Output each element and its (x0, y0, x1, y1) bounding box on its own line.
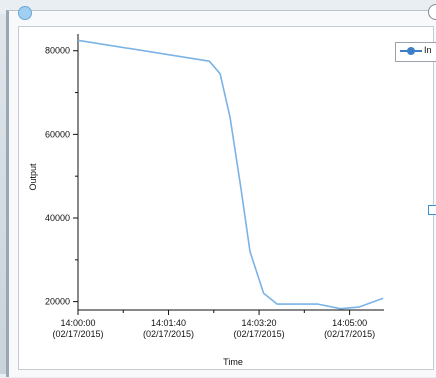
x-axis-title: Time (223, 357, 243, 367)
x-tick-label-date: (02/17/2015) (52, 329, 103, 339)
y-tick-label: 40000 (45, 213, 70, 223)
x-tick-label-date: (02/17/2015) (234, 329, 285, 339)
x-tick-label-time: 14:03:20 (242, 318, 277, 328)
chart-ticks: 2000040000600008000014:00:00(02/17/2015)… (45, 46, 375, 339)
legend: In (395, 42, 436, 62)
chart-axes (77, 34, 384, 311)
window-icon (18, 6, 32, 20)
x-tick-label-time: 14:05:00 (332, 318, 367, 328)
y-tick-label: 60000 (45, 129, 70, 139)
y-axis-title: Output (28, 163, 38, 191)
y-tick-label: 80000 (45, 46, 70, 56)
resize-handle[interactable] (428, 205, 436, 215)
legend-marker-icon (400, 47, 422, 55)
x-tick-label-date: (02/17/2015) (324, 329, 375, 339)
x-tick-label-time: 14:00:00 (60, 318, 95, 328)
x-tick-label-date: (02/17/2015) (143, 329, 194, 339)
series-line (77, 39, 384, 310)
window-edge (0, 14, 6, 374)
plot-panel (18, 26, 434, 370)
x-tick-label-time: 14:01:40 (151, 318, 186, 328)
y-tick-label: 20000 (45, 297, 70, 307)
chart-series (77, 39, 384, 310)
legend-label: In (424, 45, 432, 55)
